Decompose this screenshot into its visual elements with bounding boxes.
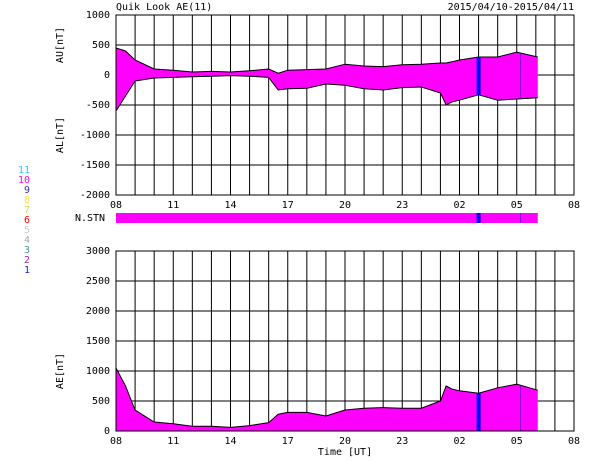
station-label: 10 (18, 175, 30, 186)
y-tick-label: 3000 (86, 246, 110, 257)
area (116, 48, 538, 75)
y-tick-label: 500 (92, 40, 110, 51)
y-axis-label: AL[nT] (55, 117, 66, 153)
y-tick-label: 1000 (86, 10, 110, 21)
nstn-label: N.STN (75, 213, 105, 224)
y-tick-label: 2000 (86, 306, 110, 317)
x-tick-label: 08 (110, 436, 122, 447)
station-label: 7 (24, 205, 30, 216)
x-tick-label: 05 (511, 200, 523, 211)
x-tick-label: 05 (511, 436, 523, 447)
station-label: 1 (24, 265, 30, 276)
y-tick-label: 0 (104, 70, 110, 81)
y-tick-label: 1000 (86, 366, 110, 377)
area (116, 75, 538, 111)
x-tick-label: 14 (224, 436, 236, 447)
chart-title: Quik Look AE(11) (116, 2, 212, 13)
x-tick-label: 17 (282, 200, 294, 211)
x-tick-label: 14 (224, 200, 236, 211)
chart-date: 2015/04/10-2015/04/11 (448, 2, 574, 13)
station-label: 2 (24, 255, 30, 266)
plot-frame (115, 250, 575, 432)
x-tick-label: 23 (396, 200, 408, 211)
station-label: 6 (24, 215, 30, 226)
y-tick-label: 1500 (86, 336, 110, 347)
y-axis-label: AE[nT] (55, 353, 66, 389)
y-tick-label: -1000 (80, 130, 110, 141)
y-tick-label: -2000 (80, 190, 110, 201)
x-tick-label: 11 (167, 200, 179, 211)
station-label: 3 (24, 245, 30, 256)
station-label: 11 (18, 165, 30, 176)
y-axis-label: AU[nT] (55, 27, 66, 63)
x-tick-label: 08 (568, 200, 580, 211)
station-label: 5 (24, 225, 30, 236)
area-outline (115, 47, 538, 74)
area-outline (115, 367, 538, 428)
x-tick-label: 11 (167, 436, 179, 447)
x-tick-label: 02 (453, 200, 465, 211)
x-tick-label: 20 (339, 436, 351, 447)
x-tick-label: 08 (110, 200, 122, 211)
y-tick-label: 0 (104, 426, 110, 437)
y-tick-label: -1500 (80, 160, 110, 171)
plot-frame (115, 14, 575, 196)
station-label: 8 (24, 195, 30, 206)
y-tick-label: 2500 (86, 276, 110, 287)
nstn-bar (116, 213, 538, 223)
area (116, 368, 538, 431)
station-label: 4 (24, 235, 30, 246)
area-outline (115, 75, 538, 112)
x-tick-label: 08 (568, 436, 580, 447)
x-tick-label: 23 (396, 436, 408, 447)
x-tick-label: 20 (339, 200, 351, 211)
y-tick-label: 500 (92, 396, 110, 407)
x-tick-label: 02 (453, 436, 465, 447)
station-label: 9 (24, 185, 30, 196)
x-tick-label: 17 (282, 436, 294, 447)
y-tick-label: -500 (86, 100, 110, 111)
x-axis-label: Time [UT] (318, 447, 372, 458)
